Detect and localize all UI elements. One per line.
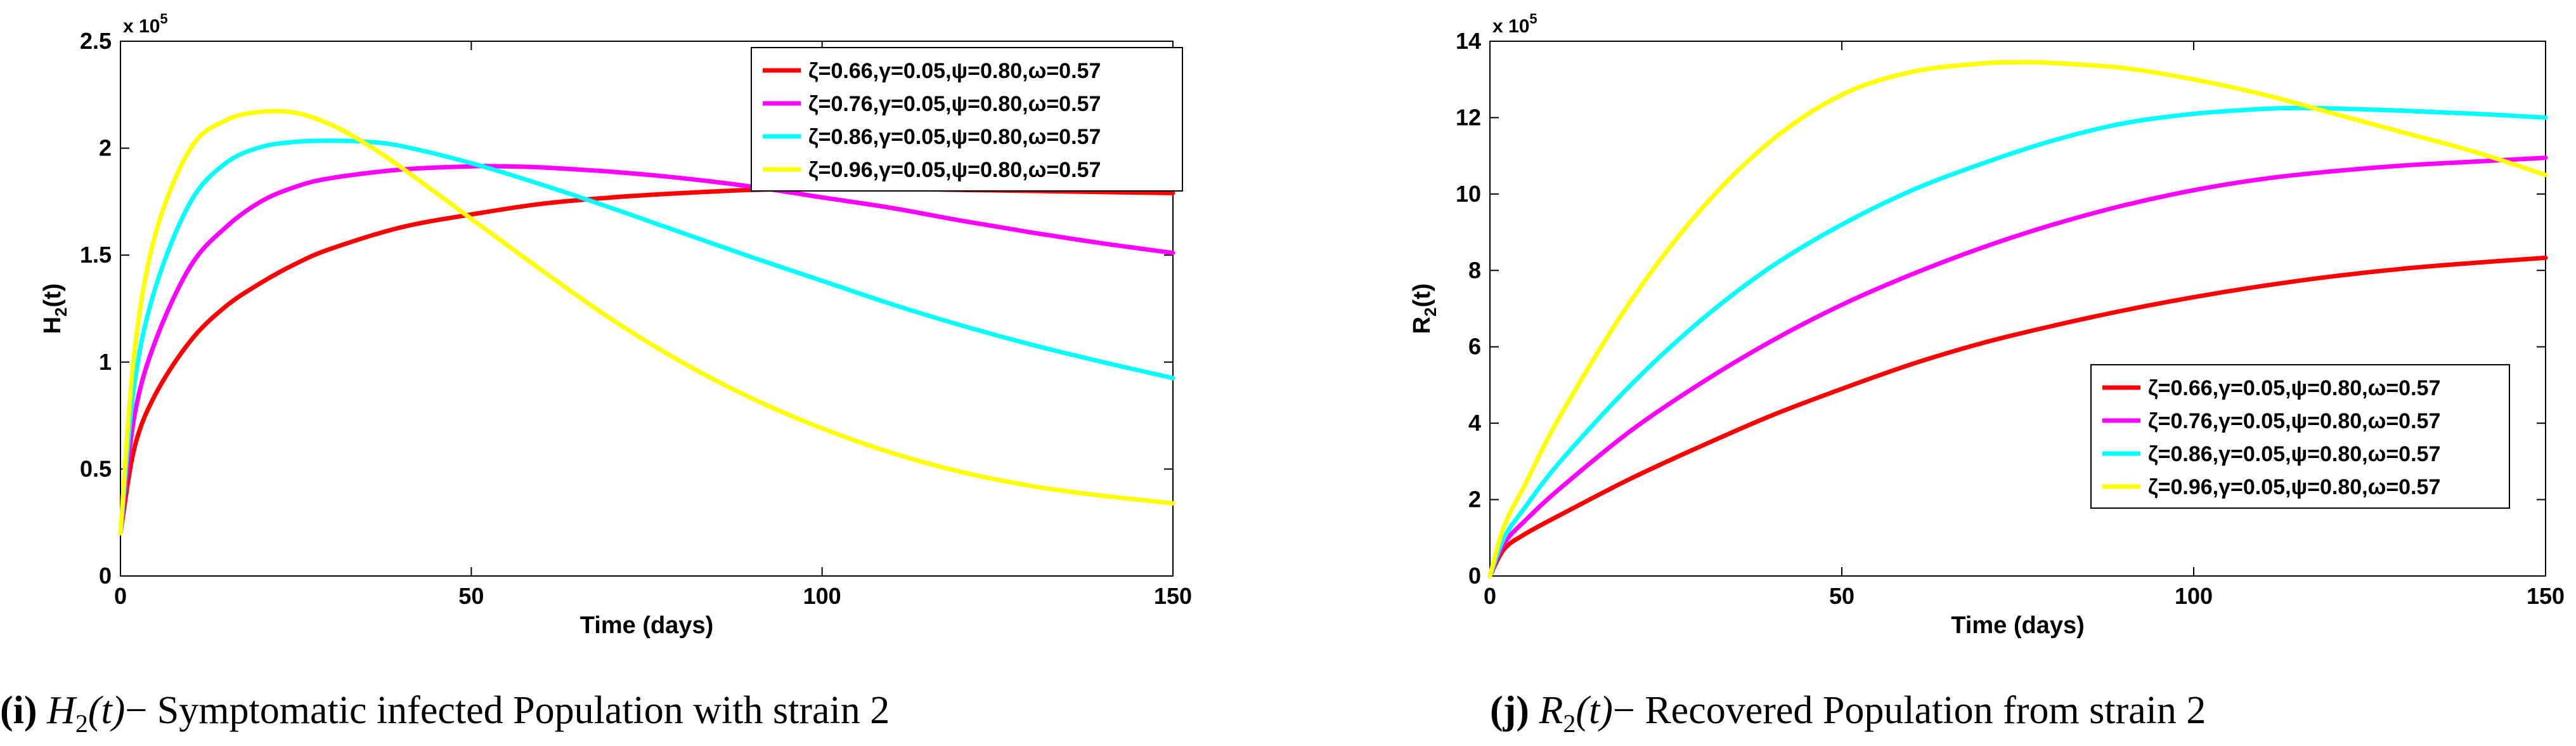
y-tick-label: 12 [1456,104,1481,130]
y-tick-label: 0 [99,563,112,589]
caption-math: R [1538,689,1563,732]
x-axis-label: Time (days) [580,612,713,639]
y-tick-label: 14 [1456,28,1481,54]
x-tick-label: 50 [1829,583,1854,609]
y-axis-label-tail: (t) [39,284,66,308]
y-axis-label-main: H [39,317,66,334]
y-exponent-label: x 105 [1492,11,1537,37]
x-axis-label: Time (days) [1951,612,2084,639]
caption-text: − Recovered Population from strain 2 [1613,689,2206,732]
y-axis-label-tail: (t) [1409,284,1435,308]
y-axis-label-sub: 2 [1421,308,1440,317]
x-tick-label: 150 [2527,583,2565,609]
legend-label: ζ=0.86,γ=0.05,ψ=0.80,ω=0.57 [2148,442,2440,466]
caption-math-tail: (t) [1576,689,1613,732]
y-axis-label-sub: 2 [51,308,70,317]
caption-tag: (i) [0,689,37,732]
y-tick-label: 1.5 [80,242,112,268]
caption-math: H [46,689,77,732]
figure-caption: (i) H2(t)− Symptomatic infected Populati… [0,689,890,738]
series-line-2 [1487,155,2548,579]
y-exponent-label: x 105 [123,11,168,37]
y-exponent-power: 5 [160,11,167,27]
x-tick-label: 100 [2175,583,2213,609]
y-tick-label: 6 [1468,334,1481,360]
y-tick-label: 0 [1468,563,1481,589]
legend-label: ζ=0.66,γ=0.05,ψ=0.80,ω=0.57 [2148,376,2440,400]
y-axis-label: R2(t) [1409,284,1440,334]
caption-text: − Symptomatic infected Population with s… [125,689,890,732]
caption-math-sub: 2 [75,709,88,738]
figure-caption: (j) R2(t)− Recovered Population from str… [1490,689,2206,738]
legend-box [751,47,1183,192]
caption-math-tail: (t) [88,689,126,732]
x-tick-label: 0 [1484,583,1496,609]
legend-label: ζ=0.76,γ=0.05,ψ=0.80,ω=0.57 [2148,409,2440,433]
y-tick-label: 2 [99,135,112,161]
legend-box [2090,364,2510,509]
y-tick-label: 8 [1468,257,1481,283]
series-line-3 [118,138,1175,536]
legend: ζ=0.66,γ=0.05,ψ=0.80,ω=0.57 ζ=0.76,γ=0.05… [751,47,1183,192]
y-tick-label: 4 [1468,410,1481,436]
y-axis-label: H2(t) [39,284,70,334]
y-tick-label: 1 [99,349,112,375]
legend-label: ζ=0.96,γ=0.05,ψ=0.80,ω=0.57 [808,158,1101,182]
caption-tag: (j) [1490,689,1529,732]
y-tick-label: 10 [1456,181,1481,207]
legend-label: ζ=0.76,γ=0.05,ψ=0.80,ω=0.57 [808,92,1101,116]
y-tick-label: 0.5 [80,455,112,481]
series-line-4 [1487,60,2548,579]
y-axis-label-main: R [1409,317,1435,334]
caption-math-sub: 2 [1563,709,1576,738]
y-tick-label: 2.5 [80,28,112,54]
x-tick-label: 150 [1154,583,1192,609]
legend-label: ζ=0.96,γ=0.05,ψ=0.80,ω=0.57 [2148,475,2440,499]
y-exponent-base: x 10 [1492,16,1529,37]
legend: ζ=0.66,γ=0.05,ψ=0.80,ω=0.57 ζ=0.76,γ=0.05… [2090,364,2510,509]
caption-space [1529,689,1539,732]
series-line-1 [1487,255,2548,579]
legend-label: ζ=0.86,γ=0.05,ψ=0.80,ω=0.57 [808,125,1101,149]
legend-label: ζ=0.66,γ=0.05,ψ=0.80,ω=0.57 [808,59,1101,83]
y-tick-label: 2 [1468,487,1481,513]
series-line-3 [1487,105,2548,579]
series-line-2 [118,164,1175,536]
caption-space [37,689,48,732]
y-exponent-base: x 10 [123,16,160,37]
y-exponent-power: 5 [1529,11,1537,27]
x-tick-label: 0 [114,583,127,609]
x-tick-label: 50 [458,583,484,609]
series-line-4 [118,108,1175,536]
x-tick-label: 100 [803,583,841,609]
